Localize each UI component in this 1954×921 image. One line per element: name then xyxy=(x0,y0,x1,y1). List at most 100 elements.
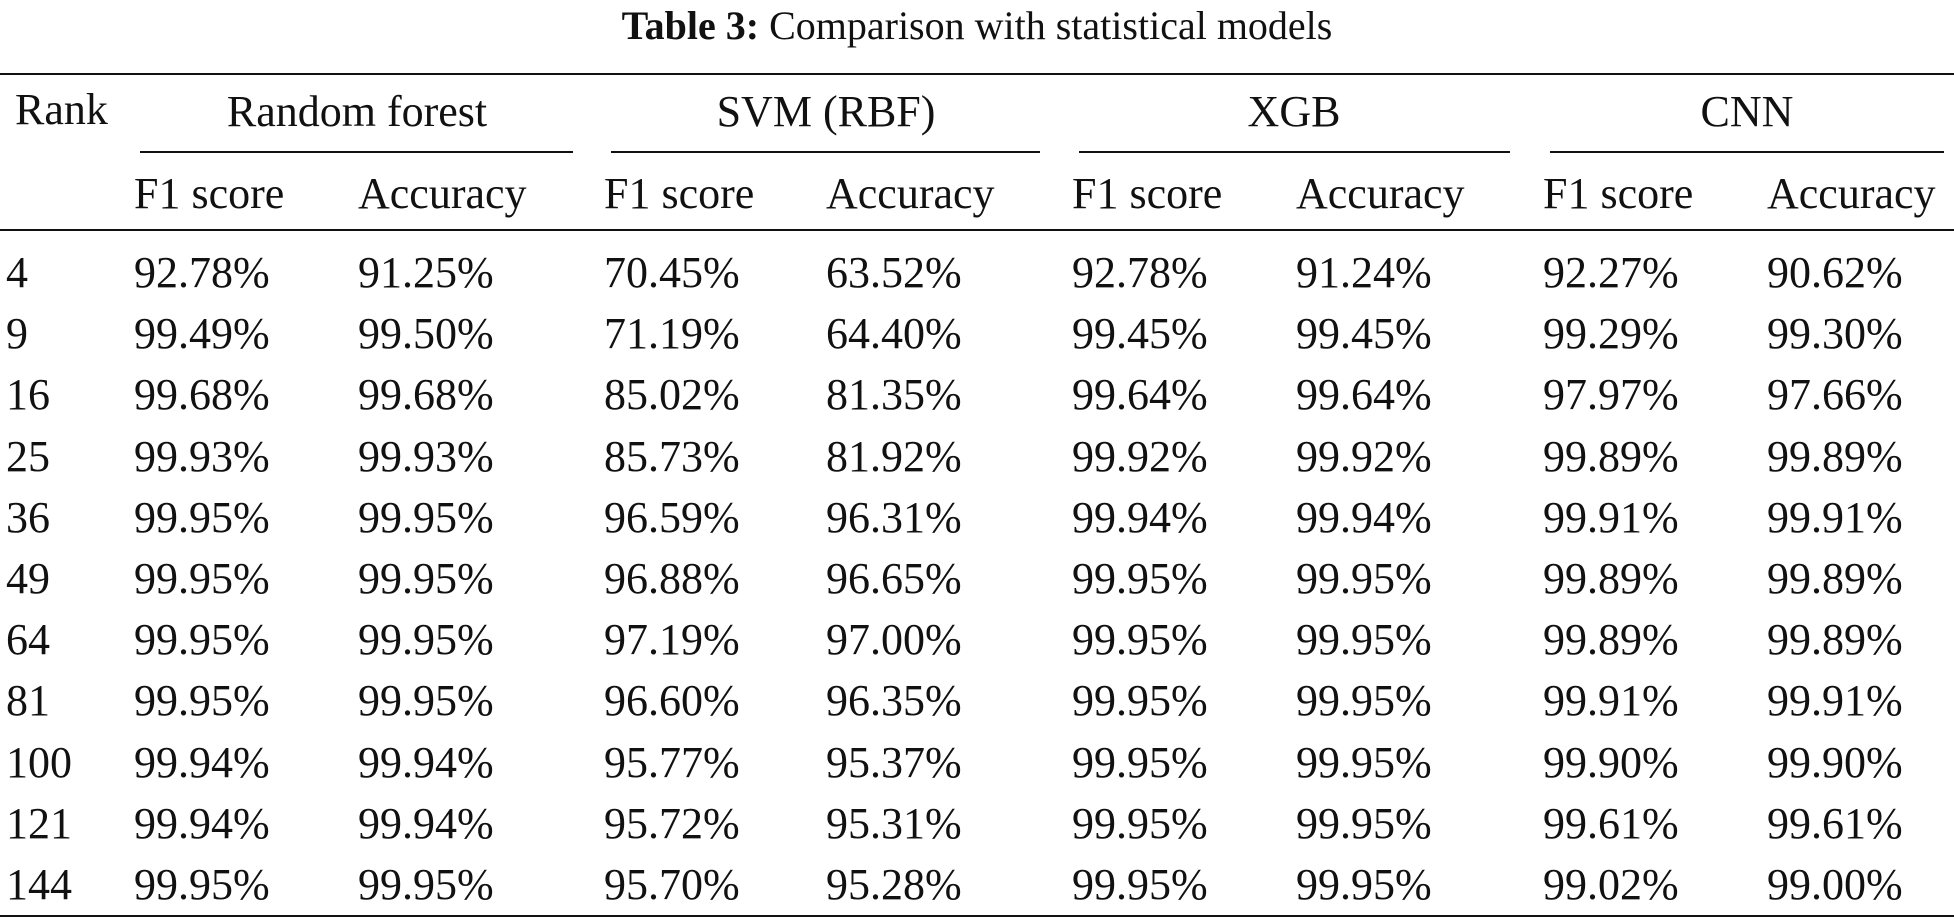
value-cell: 99.45% xyxy=(1296,309,1432,359)
caption-text: Comparison with statistical models xyxy=(769,3,1333,48)
value-cell: 85.02% xyxy=(604,370,740,420)
value-cell: 71.19% xyxy=(604,309,740,359)
value-cell: 99.95% xyxy=(358,492,494,542)
value-cell: 81.35% xyxy=(826,370,962,420)
group-rule xyxy=(1079,151,1510,153)
value-cell: 99.94% xyxy=(358,798,494,848)
column-header: F1 score xyxy=(1543,169,1694,218)
value-cell: 99.95% xyxy=(1296,798,1432,848)
value-cell: 99.95% xyxy=(134,492,270,542)
value-cell: 99.95% xyxy=(134,860,270,909)
value-cell: 92.27% xyxy=(1543,248,1679,297)
value-cell: 97.97% xyxy=(1543,370,1679,420)
value-cell: 99.93% xyxy=(134,431,270,481)
group-rule xyxy=(140,151,573,153)
value-cell: 99.91% xyxy=(1543,492,1679,542)
value-cell: 99.64% xyxy=(1072,370,1208,420)
value-cell: 99.94% xyxy=(134,798,270,848)
value-cell: 99.94% xyxy=(134,737,270,787)
value-cell: 99.89% xyxy=(1767,615,1903,665)
value-cell: 99.29% xyxy=(1543,309,1679,359)
value-cell: 63.52% xyxy=(826,248,962,297)
bottom-rule xyxy=(0,915,1954,917)
value-cell: 97.00% xyxy=(826,615,962,665)
top-rule xyxy=(0,73,1954,75)
value-cell: 95.37% xyxy=(826,737,962,787)
value-cell: 92.78% xyxy=(134,248,270,297)
value-cell: 99.95% xyxy=(1296,737,1432,787)
value-cell: 99.94% xyxy=(358,737,494,787)
value-cell: 99.02% xyxy=(1543,860,1679,909)
value-cell: 99.89% xyxy=(1767,554,1903,603)
value-cell: 99.95% xyxy=(1296,676,1432,726)
value-cell: 99.89% xyxy=(1767,431,1903,481)
value-cell: 99.95% xyxy=(134,554,270,603)
value-cell: 99.30% xyxy=(1767,309,1903,359)
value-cell: 99.95% xyxy=(1296,615,1432,665)
value-cell: 99.91% xyxy=(1543,676,1679,726)
value-cell: 70.45% xyxy=(604,248,740,297)
table-caption: Table 3: Comparison with statistical mode… xyxy=(0,4,1954,48)
value-cell: 95.70% xyxy=(604,860,740,909)
value-cell: 99.95% xyxy=(358,860,494,909)
value-cell: 99.92% xyxy=(1296,431,1432,481)
value-cell: 90.62% xyxy=(1767,248,1903,297)
column-header: F1 score xyxy=(1072,169,1223,218)
column-header: Accuracy xyxy=(826,169,995,218)
value-cell: 99.95% xyxy=(1072,798,1208,848)
rank-cell: 36 xyxy=(6,492,50,542)
rank-cell: 49 xyxy=(6,554,50,603)
group-rule xyxy=(1550,151,1944,153)
value-cell: 99.00% xyxy=(1767,860,1903,909)
value-cell: 99.95% xyxy=(1072,737,1208,787)
group-header: Random forest xyxy=(226,87,488,136)
value-cell: 99.90% xyxy=(1767,737,1903,787)
value-cell: 81.92% xyxy=(826,431,962,481)
column-header: F1 score xyxy=(604,169,755,218)
value-cell: 99.95% xyxy=(134,676,270,726)
value-cell: 99.95% xyxy=(1072,860,1208,909)
rank-cell: 16 xyxy=(6,370,50,420)
value-cell: 99.61% xyxy=(1543,798,1679,848)
value-cell: 99.90% xyxy=(1543,737,1679,787)
value-cell: 99.95% xyxy=(358,615,494,665)
value-cell: 99.64% xyxy=(1296,370,1432,420)
value-cell: 95.72% xyxy=(604,798,740,848)
rank-cell: 64 xyxy=(6,615,50,665)
value-cell: 96.65% xyxy=(826,554,962,603)
value-cell: 99.95% xyxy=(358,554,494,603)
value-cell: 97.66% xyxy=(1767,370,1903,420)
rank-cell: 25 xyxy=(6,431,50,481)
value-cell: 99.95% xyxy=(1296,860,1432,909)
value-cell: 99.95% xyxy=(1072,615,1208,665)
value-cell: 92.78% xyxy=(1072,248,1208,297)
value-cell: 99.50% xyxy=(358,309,494,359)
value-cell: 99.92% xyxy=(1072,431,1208,481)
value-cell: 99.95% xyxy=(358,676,494,726)
group-rule xyxy=(611,151,1040,153)
value-cell: 96.31% xyxy=(826,492,962,542)
rank-cell: 144 xyxy=(6,860,72,909)
value-cell: 99.61% xyxy=(1767,798,1903,848)
value-cell: 64.40% xyxy=(826,309,962,359)
group-header: XGB xyxy=(1247,87,1341,136)
group-header: CNN xyxy=(1700,87,1794,136)
value-cell: 99.89% xyxy=(1543,615,1679,665)
mid-rule xyxy=(0,229,1954,231)
value-cell: 99.45% xyxy=(1072,309,1208,359)
value-cell: 85.73% xyxy=(604,431,740,481)
value-cell: 99.91% xyxy=(1767,492,1903,542)
value-cell: 96.35% xyxy=(826,676,962,726)
value-cell: 99.49% xyxy=(134,309,270,359)
rank-cell: 100 xyxy=(6,737,72,787)
value-cell: 99.91% xyxy=(1767,676,1903,726)
value-cell: 99.89% xyxy=(1543,431,1679,481)
caption-label: Table 3: xyxy=(621,3,760,48)
rank-cell: 121 xyxy=(6,798,72,848)
value-cell: 95.28% xyxy=(826,860,962,909)
value-cell: 99.89% xyxy=(1543,554,1679,603)
value-cell: 99.94% xyxy=(1072,492,1208,542)
value-cell: 99.95% xyxy=(134,615,270,665)
value-cell: 96.88% xyxy=(604,554,740,603)
